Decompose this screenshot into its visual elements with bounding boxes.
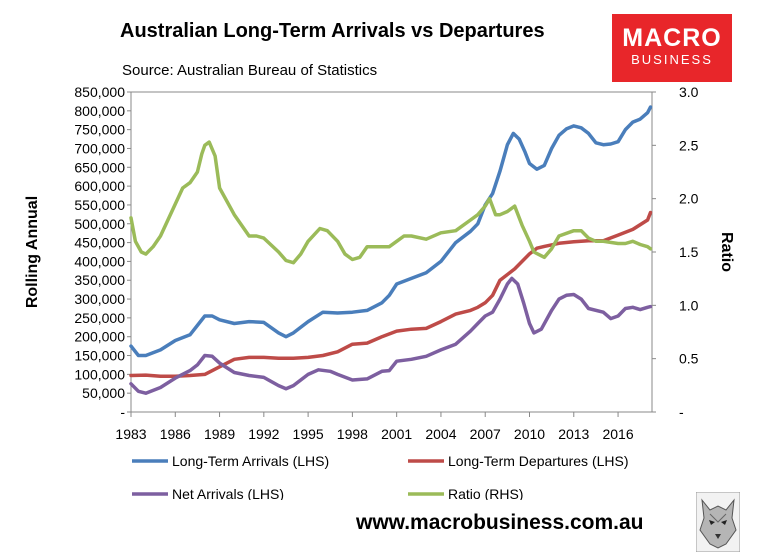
x-tick-label: 2013 — [558, 426, 589, 442]
x-tick-label: 2016 — [602, 426, 633, 442]
legend-entry: Long-Term Arrivals (LHS) — [172, 453, 329, 469]
x-tick-label: 2007 — [470, 426, 501, 442]
series-line-0 — [129, 105, 653, 358]
y2-axis-title: Ratio — [718, 232, 735, 272]
y2-tick-label: 2.0 — [679, 191, 699, 207]
line-chart: - 50,000 100,000 150,000 200,000 250,000 300,0… — [24, 84, 735, 500]
y-tick-label: 400,000 — [74, 253, 125, 269]
x-tick-label: 1986 — [160, 426, 191, 442]
y2-tick-label: - — [679, 404, 684, 420]
series-line-3 — [129, 140, 653, 265]
y-axis-title: Rolling Annual — [24, 196, 41, 308]
y-tick-label: 850,000 — [74, 84, 125, 100]
legend-entry: Long-Term Departures (LHS) — [448, 453, 629, 469]
plot-area — [130, 91, 653, 413]
legend-entry: Net Arrivals (LHS) — [172, 486, 284, 500]
series-line-2 — [129, 276, 653, 395]
source-note: Source: Australian Bureau of Statistics — [122, 62, 378, 79]
wolf-logo-icon — [696, 492, 740, 552]
y-tick-label: 600,000 — [74, 178, 125, 194]
x-tick-label: 2004 — [425, 426, 456, 442]
legend: Long-Term Arrivals (LHS) Long-Term Depart… — [132, 453, 629, 500]
y-tick-label: 150,000 — [74, 348, 125, 364]
x-tick-label: 1995 — [293, 426, 324, 442]
chart-title: Australian Long-Term Arrivals vs Departu… — [120, 20, 545, 42]
y2-tick-label: 1.5 — [679, 244, 699, 260]
x-tick-label: 2001 — [381, 426, 412, 442]
x-tick-label: 2010 — [514, 426, 545, 442]
y-tick-label: 650,000 — [74, 159, 125, 175]
y-tick-label: 500,000 — [74, 216, 125, 232]
y2-tick-label: 2.5 — [679, 137, 699, 153]
y-tick-label: 800,000 — [74, 103, 125, 119]
y2-tick-label: 0.5 — [679, 351, 699, 367]
y-tick-label: 700,000 — [74, 140, 125, 156]
macrobusiness-logo: MACRO BUSINESS — [612, 14, 732, 82]
y-tick-label: 250,000 — [74, 310, 125, 326]
y-tick-label: 100,000 — [74, 366, 125, 382]
y-tick-label: 550,000 — [74, 197, 125, 213]
series-lines — [129, 105, 653, 395]
logo-line-macro: MACRO — [622, 24, 722, 52]
y2-tick-label: 3.0 — [679, 84, 699, 100]
y-tick-label: 750,000 — [74, 122, 125, 138]
x-axis-ticks: 1983 1986 1989 1992 1995 1998 2001 2004 2007 2010… — [115, 412, 634, 442]
website-url: www.macrobusiness.com.au — [356, 511, 644, 534]
x-tick-label: 1992 — [248, 426, 279, 442]
y-tick-label: 200,000 — [74, 329, 125, 345]
right-axis-ticks: - 0.5 1.0 1.5 2.0 2.5 3.0 — [652, 84, 699, 420]
x-tick-label: 1998 — [337, 426, 368, 442]
y-tick-label: 450,000 — [74, 235, 125, 251]
x-tick-label: 1989 — [204, 426, 235, 442]
y2-tick-label: 1.0 — [679, 297, 699, 313]
y-tick-label: - — [120, 404, 125, 420]
left-axis-ticks: - 50,000 100,000 150,000 200,000 250,000 300,0… — [74, 84, 131, 420]
legend-entry: Ratio (RHS) — [448, 486, 523, 500]
series-line-1 — [129, 210, 653, 378]
y-tick-label: 300,000 — [74, 291, 125, 307]
logo-line-business: BUSINESS — [631, 52, 713, 67]
y-tick-label: 350,000 — [74, 272, 125, 288]
y-tick-label: 50,000 — [82, 385, 125, 401]
x-tick-label: 1983 — [115, 426, 146, 442]
